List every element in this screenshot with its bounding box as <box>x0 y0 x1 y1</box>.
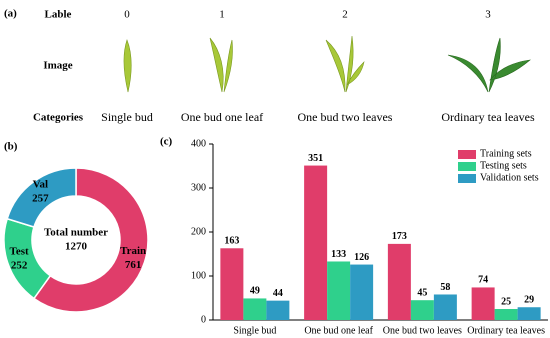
leaf-image <box>447 37 531 93</box>
segment-value: 257 <box>32 192 49 204</box>
x-tick-label: One bud two leaves <box>383 325 462 336</box>
lable-value: 3 <box>485 9 491 21</box>
y-tick-label: 300 <box>191 182 206 193</box>
data-label: 133 <box>331 249 346 260</box>
row-header: Categories <box>33 112 84 124</box>
data-label: 44 <box>273 288 283 299</box>
category-name: One bud one leaf <box>181 110 263 124</box>
data-label: 351 <box>308 153 323 164</box>
legend-entry: Testing sets <box>480 160 527 171</box>
legend-swatch <box>458 162 476 171</box>
data-label: 74 <box>478 275 488 286</box>
segment-value: 761 <box>125 259 142 271</box>
bar <box>266 300 290 320</box>
bar <box>327 261 351 320</box>
row-header: Image <box>43 60 72 72</box>
x-tick-label: Ordinary tea leaves <box>467 325 545 336</box>
data-label: 126 <box>354 252 369 263</box>
legend-entry: Training sets <box>480 148 532 159</box>
donut-segment <box>6 167 77 228</box>
data-label: 163 <box>224 236 239 247</box>
bar <box>220 248 244 320</box>
y-tick-label: 200 <box>191 226 206 237</box>
bar <box>350 264 374 320</box>
data-label: 29 <box>524 295 534 306</box>
bar <box>243 298 267 320</box>
bar <box>304 165 328 320</box>
panel-label: (c) <box>160 136 173 148</box>
bar <box>494 309 518 320</box>
bar <box>387 243 411 320</box>
legend-swatch <box>458 150 476 159</box>
category-name: Single bud <box>101 110 153 124</box>
data-label: 49 <box>250 286 260 297</box>
segment-name: Train <box>120 245 146 257</box>
segment-name: Test <box>10 246 29 258</box>
data-label: 25 <box>501 296 511 307</box>
center-label: Total number <box>44 227 108 239</box>
panel-label: (a) <box>4 8 17 20</box>
x-tick-label: Single bud <box>233 325 276 336</box>
segment-name: Val <box>33 178 49 190</box>
leaf-images <box>123 35 531 93</box>
leaf-image <box>325 35 365 93</box>
category-name: Ordinary tea leaves <box>441 110 535 124</box>
bar <box>517 307 541 320</box>
data-label: 45 <box>417 287 427 298</box>
row-header: Lable <box>45 9 72 21</box>
lable-value: 0 <box>124 9 130 21</box>
donut-segment <box>32 167 149 313</box>
bar <box>410 300 434 320</box>
leaf-image <box>123 39 132 93</box>
leaf-image <box>209 37 233 93</box>
legend-entry: Validation sets <box>480 172 539 183</box>
segment-value: 252 <box>11 260 28 272</box>
data-label: 58 <box>440 282 450 293</box>
y-tick-label: 0 <box>201 314 206 325</box>
bar <box>433 294 457 320</box>
center-total: 1270 <box>65 241 88 253</box>
lable-value: 2 <box>342 9 348 21</box>
y-tick-label: 100 <box>191 270 206 281</box>
lable-value: 1 <box>219 9 225 21</box>
legend-swatch <box>458 174 476 183</box>
category-name: One bud two leaves <box>298 110 393 124</box>
data-label: 173 <box>392 231 407 242</box>
y-tick-label: 400 <box>191 138 206 149</box>
panel-label: (b) <box>4 141 18 153</box>
bar <box>471 287 495 320</box>
x-tick-label: One bud one leaf <box>304 325 373 336</box>
